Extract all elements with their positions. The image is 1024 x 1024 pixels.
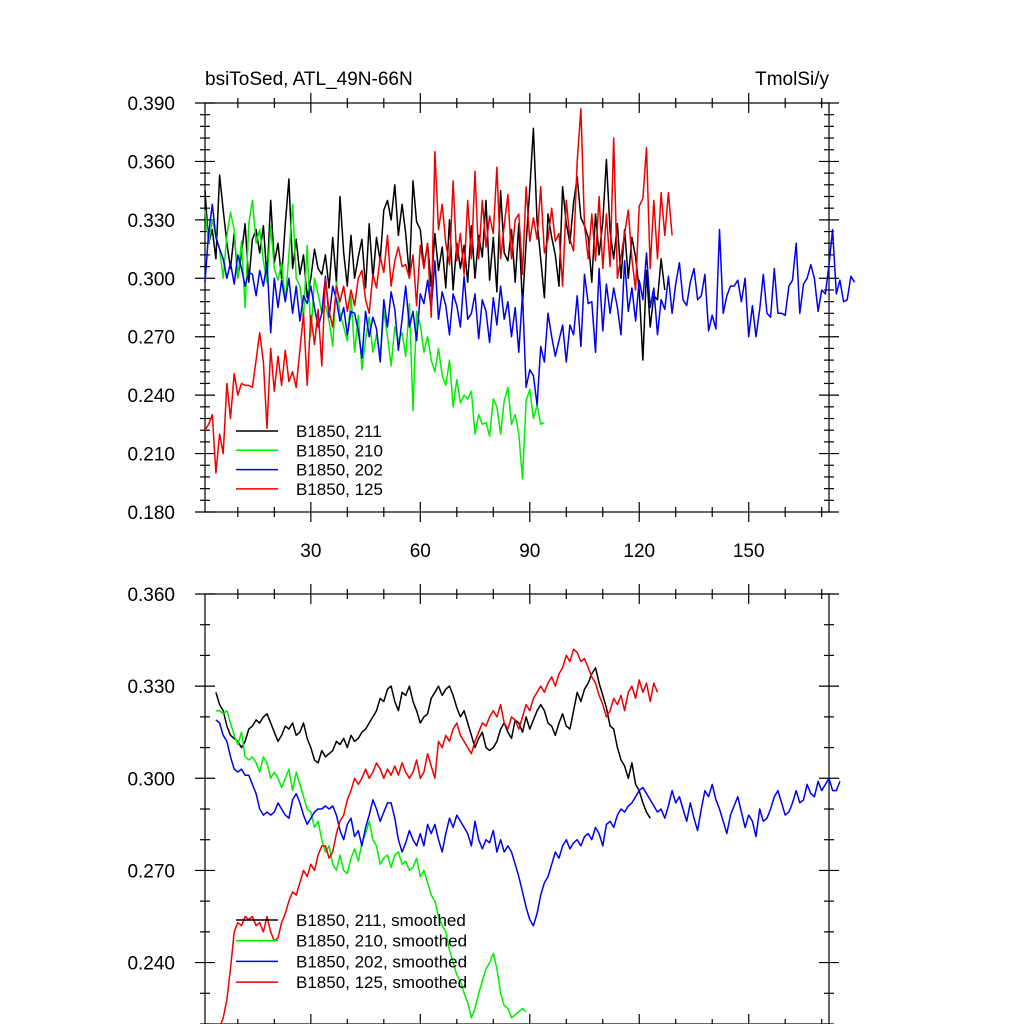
legend-label: B1850, 210 xyxy=(296,441,383,460)
y-tick-label: 0.270 xyxy=(127,861,175,882)
legend-label: B1850, 210, smoothed xyxy=(296,932,467,951)
series-line-s125 xyxy=(204,108,673,474)
top-panel: bsiToSed, ATL_49N-66N TmolSi/y 0.180 0.21… xyxy=(127,69,856,562)
y-tick-label: 0.330 xyxy=(127,211,175,232)
series-line-s211 xyxy=(204,127,666,361)
y-tick-label: 0.360 xyxy=(127,585,175,606)
legend-label: B1850, 202 xyxy=(296,461,383,480)
y-tick-label: 0.330 xyxy=(127,677,175,698)
plot-frame xyxy=(204,102,830,513)
y-tick-label: 0.210 xyxy=(127,445,175,466)
series-line-s210 xyxy=(215,709,527,1019)
series-line-s211 xyxy=(215,666,651,819)
panel-title: bsiToSed, ATL_49N-66N xyxy=(205,69,413,90)
legend-label: B1850, 125 xyxy=(296,480,383,499)
series-line-s202 xyxy=(215,719,841,927)
x-tick-label: 60 xyxy=(410,541,431,562)
x-tick-label: 30 xyxy=(300,541,321,562)
x-tick-label: 120 xyxy=(623,541,655,562)
legend-label: B1850, 211 xyxy=(296,422,382,441)
y-tick-label: 0.300 xyxy=(127,769,175,790)
series-line-s210 xyxy=(204,199,545,480)
y-tick-label: 0.270 xyxy=(127,328,175,349)
y-tick-label: 0.390 xyxy=(127,94,175,115)
y-tick-label: 0.240 xyxy=(127,954,175,975)
panel-units: TmolSi/y xyxy=(755,69,829,90)
bottom-panel: 0.240 0.270 0.300 0.330 0.360 B1850, 211, smo… xyxy=(127,584,841,1024)
y-tick-label: 0.300 xyxy=(127,269,175,290)
x-tick-label: 90 xyxy=(519,541,540,562)
legend-label: B1850, 125, smoothed xyxy=(296,973,467,992)
legend-label: B1850, 211, smoothed xyxy=(296,911,466,930)
series-line-s125 xyxy=(220,648,659,1024)
x-tick-label: 150 xyxy=(733,541,765,562)
legend-label: B1850, 202, smoothed xyxy=(296,952,467,971)
y-tick-label: 0.360 xyxy=(127,152,175,173)
y-tick-label: 0.240 xyxy=(127,386,175,407)
y-tick-label: 0.180 xyxy=(127,503,175,524)
series-line-s202 xyxy=(204,203,856,406)
